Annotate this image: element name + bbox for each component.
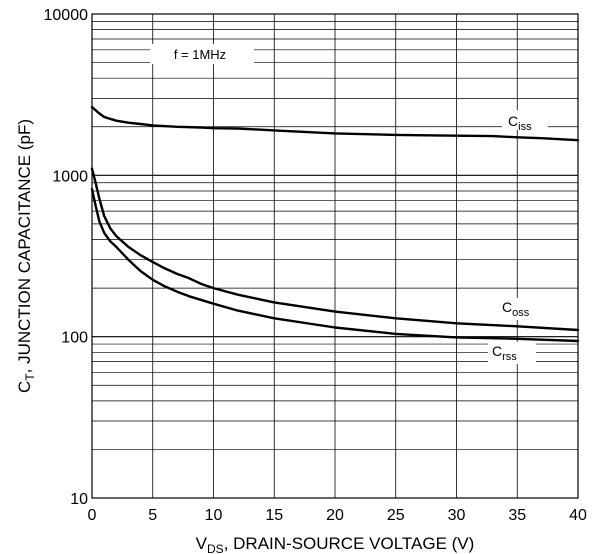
y-tick-label: 10 xyxy=(70,491,88,508)
x-axis-label: VDS, DRAIN-SOURCE VOLTAGE (V) xyxy=(196,534,475,554)
x-tick-label: 0 xyxy=(88,507,97,524)
label-crss: Crss xyxy=(488,342,536,364)
y-tick-label: 100 xyxy=(61,330,88,347)
x-tick-label: 20 xyxy=(326,507,344,524)
x-tick-label: 25 xyxy=(387,507,405,524)
grid-lines xyxy=(92,14,578,498)
x-tick-label: 40 xyxy=(569,507,587,524)
y-tick-labels: 10 100 1000 10000 xyxy=(44,7,89,508)
label-ciss: Ciss xyxy=(502,110,548,133)
y-tick-label: 10000 xyxy=(44,7,89,24)
frequency-annotation: f = 1MHz xyxy=(174,47,226,62)
x-tick-label: 5 xyxy=(148,507,157,524)
x-tick-label: 35 xyxy=(508,507,526,524)
x-tick-label: 10 xyxy=(205,507,223,524)
label-coss: Coss xyxy=(494,298,550,320)
x-tick-label: 30 xyxy=(448,507,466,524)
x-tick-label: 15 xyxy=(265,507,283,524)
y-tick-label: 1000 xyxy=(52,168,88,185)
y-axis-label: CT, JUNCTION CAPACITANCE (pF) xyxy=(15,119,37,393)
x-tick-labels: 0 5 10 15 20 25 30 35 40 xyxy=(88,507,587,524)
